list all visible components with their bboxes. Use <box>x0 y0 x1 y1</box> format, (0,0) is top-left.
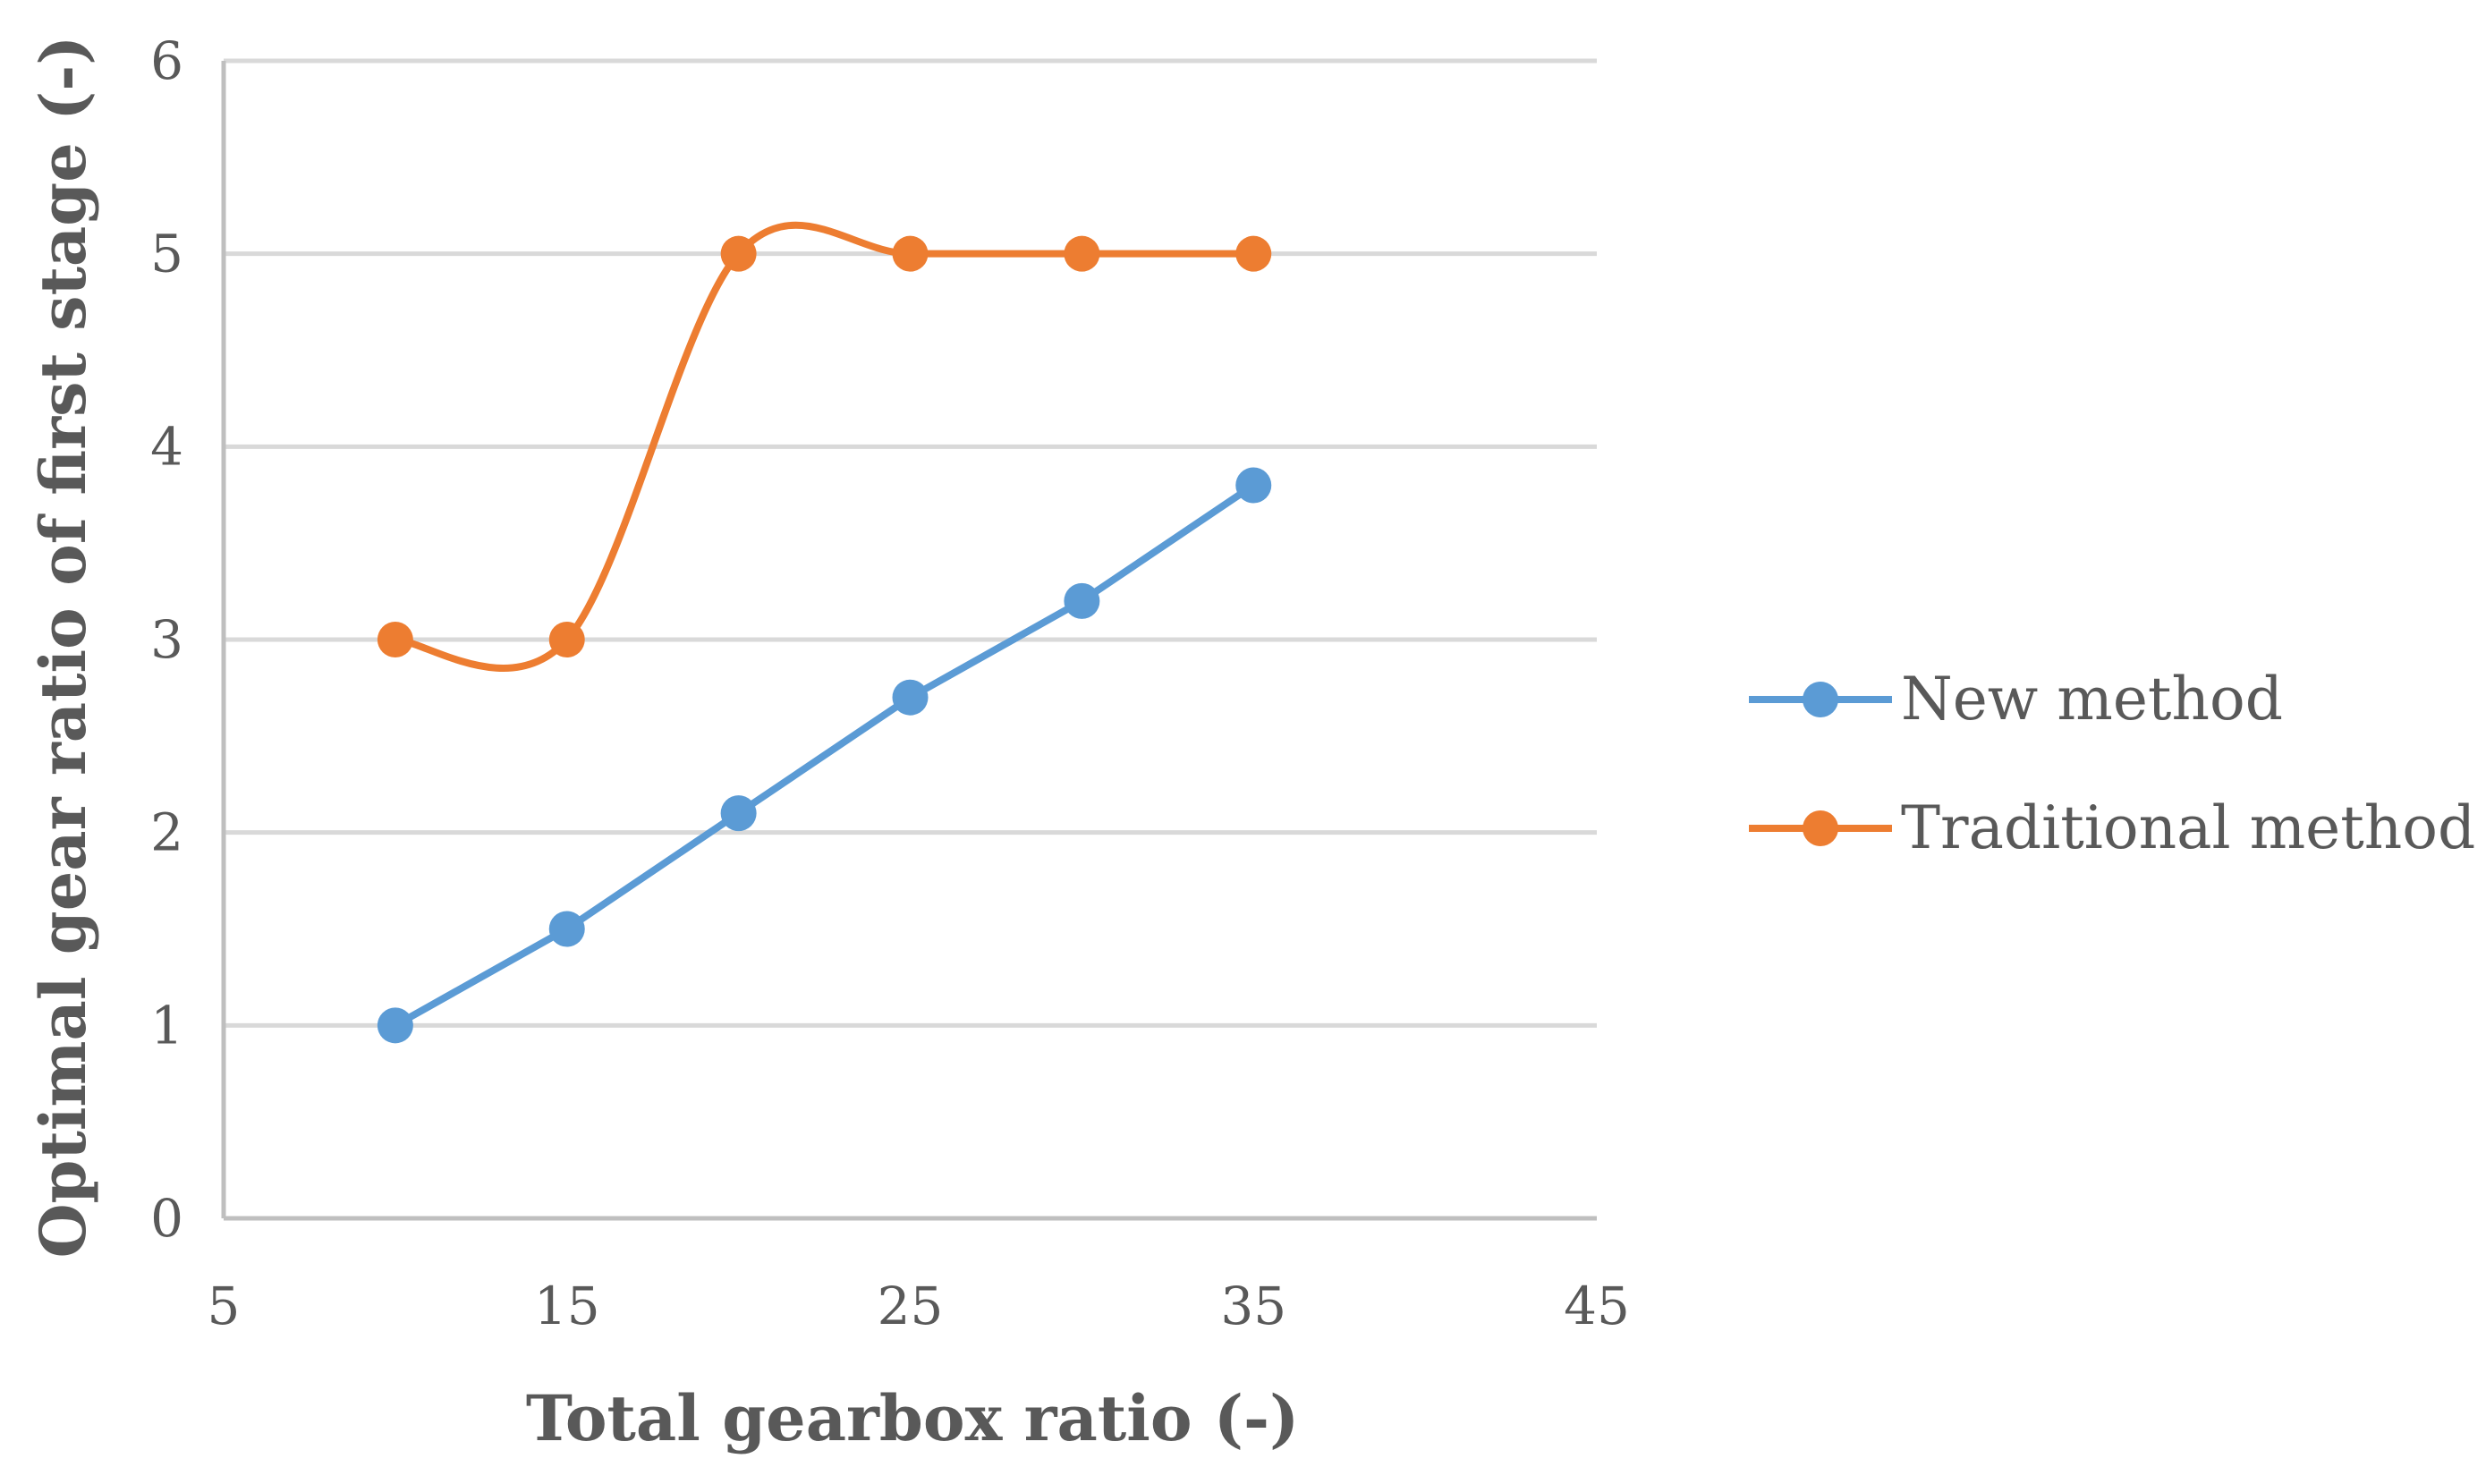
x-tick-label: 25 <box>878 1276 944 1336</box>
data-point-traditional-method <box>1235 235 1272 272</box>
x-tick-label: 15 <box>534 1276 600 1336</box>
data-point-new-method <box>1235 467 1272 504</box>
data-point-new-method <box>720 795 757 832</box>
data-point-traditional-method <box>1064 235 1100 272</box>
data-point-traditional-method <box>548 622 585 657</box>
y-tick-label: 0 <box>150 1188 183 1249</box>
data-point-new-method <box>377 1007 413 1044</box>
legend-label-new-method: New method <box>1901 665 2283 734</box>
data-point-new-method <box>548 911 585 947</box>
axes <box>221 61 1597 1221</box>
x-axis-title: Total gearbox ratio (-) <box>526 1381 1299 1455</box>
x-tick-label: 45 <box>1564 1276 1630 1336</box>
x-tick-label: 35 <box>1220 1276 1286 1336</box>
series-line-new-method <box>391 481 1258 1030</box>
data-point-traditional-method <box>892 235 929 272</box>
data-point-new-method <box>892 679 929 716</box>
y-tick-label: 4 <box>150 416 183 477</box>
data-point-traditional-method <box>377 622 413 657</box>
legend-label-traditional-method: Traditional method <box>1901 793 2475 862</box>
y-tick-label: 3 <box>150 609 183 670</box>
data-point-new-method <box>1064 582 1100 619</box>
gridlines <box>224 58 1597 1028</box>
y-tick-label: 6 <box>150 30 183 91</box>
series-layer <box>377 221 1272 1044</box>
y-tick-label: 2 <box>150 802 183 863</box>
y-tick-label: 1 <box>150 995 183 1056</box>
y-tick-label: 5 <box>150 224 183 284</box>
y-axis-title: Optimal gear ratio of first stage (-) <box>26 36 100 1259</box>
legend-marker-traditional-method <box>1803 810 1838 846</box>
x-tick-label: 5 <box>208 1276 241 1336</box>
data-point-traditional-method <box>720 235 757 272</box>
legend-marker-new-method <box>1803 682 1838 717</box>
legend: New method Traditional method <box>1749 665 2475 862</box>
